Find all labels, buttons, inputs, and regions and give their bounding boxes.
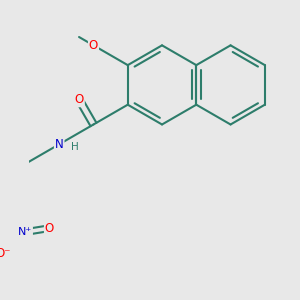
Text: O: O [75, 93, 84, 106]
Text: O: O [45, 222, 54, 235]
Text: H: H [71, 142, 78, 152]
Text: N⁺: N⁺ [18, 227, 32, 237]
Text: N: N [55, 138, 64, 151]
Text: O⁻: O⁻ [0, 248, 11, 260]
Text: O: O [89, 39, 98, 52]
